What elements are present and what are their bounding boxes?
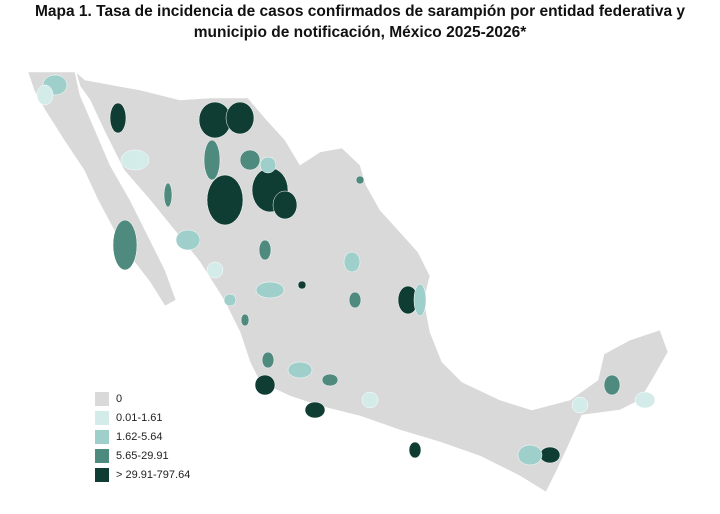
municipality <box>343 251 361 273</box>
municipality <box>361 391 379 409</box>
municipality <box>272 190 298 220</box>
municipality <box>223 293 237 307</box>
municipality <box>206 174 244 226</box>
municipality <box>112 219 138 271</box>
municipality <box>603 374 621 396</box>
municipality <box>240 313 250 327</box>
legend-swatch <box>95 430 109 444</box>
municipality <box>287 361 313 379</box>
municipality <box>175 229 201 251</box>
municipality <box>261 351 275 369</box>
legend-label: 0 <box>116 393 122 405</box>
municipality <box>203 139 221 181</box>
municipality <box>355 175 365 185</box>
municipality <box>297 280 307 290</box>
legend-swatch <box>95 411 109 425</box>
municipality <box>36 84 54 106</box>
legend-label: 5.65-29.91 <box>116 450 169 462</box>
title-line: municipio de notificación, México 2025-2… <box>194 24 527 41</box>
municipality <box>206 261 224 279</box>
region <box>27 71 177 307</box>
municipality <box>539 446 561 464</box>
map <box>27 71 669 493</box>
municipality <box>408 441 422 459</box>
municipality <box>634 391 656 409</box>
legend-swatch <box>95 449 109 463</box>
legend-label: > 29.91-797.64 <box>116 469 190 481</box>
legend-swatch <box>95 392 109 406</box>
municipality <box>413 283 427 317</box>
legend-label: 1.62-5.64 <box>116 431 162 443</box>
municipality <box>254 374 276 396</box>
municipality <box>109 102 127 134</box>
legend-label: 0.01-1.61 <box>116 412 162 424</box>
municipality <box>571 396 589 414</box>
municipality <box>517 444 543 466</box>
municipality <box>321 373 339 387</box>
municipality <box>259 156 277 174</box>
municipality <box>255 281 285 299</box>
municipality <box>258 239 272 261</box>
municipality <box>163 182 173 208</box>
legend: 0 0.01-1.61 1.62-5.64 5.65-29.91 > 29.91-797… <box>95 392 190 482</box>
municipality <box>304 401 326 419</box>
legend-swatch <box>95 468 109 482</box>
municipality <box>348 291 362 309</box>
municipality <box>120 149 150 171</box>
title-line: Mapa 1. Tasa de incidencia de casos conf… <box>35 3 685 20</box>
municipality <box>239 149 261 171</box>
municipality <box>225 101 255 135</box>
